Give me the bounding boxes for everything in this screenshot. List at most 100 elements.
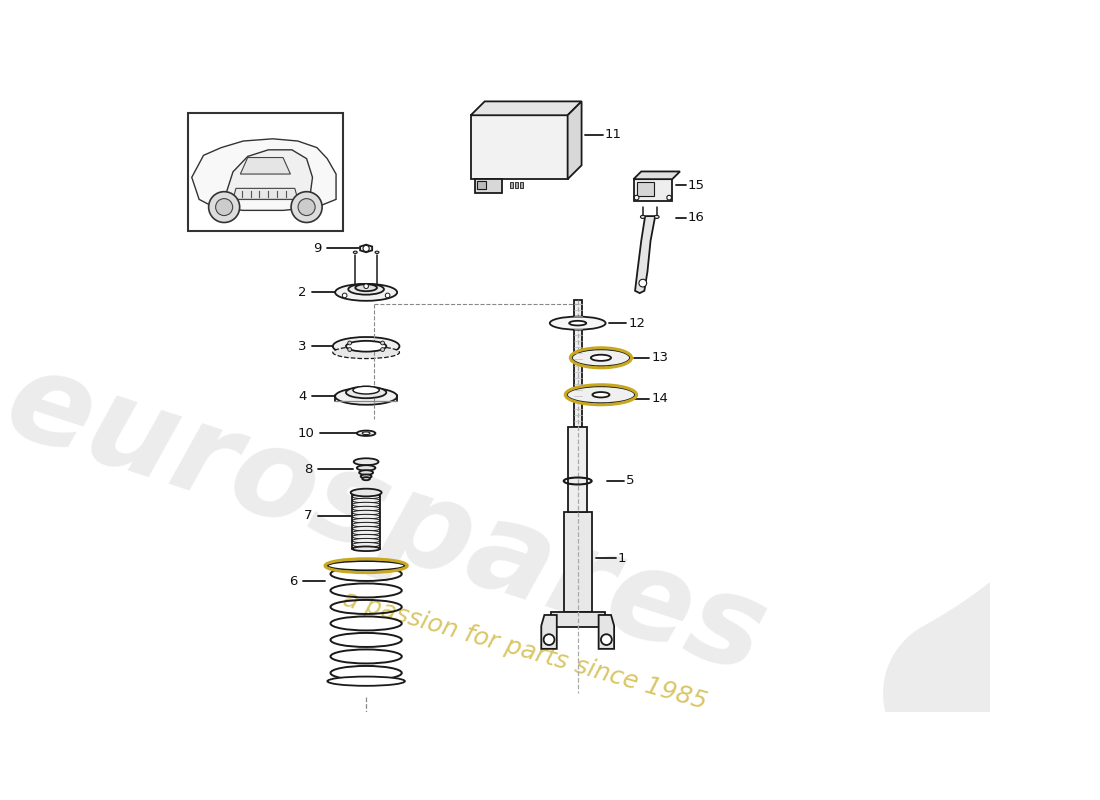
Ellipse shape xyxy=(359,470,373,475)
Ellipse shape xyxy=(346,341,386,352)
Ellipse shape xyxy=(572,350,630,366)
Polygon shape xyxy=(598,615,614,649)
Text: 3: 3 xyxy=(298,340,307,353)
Ellipse shape xyxy=(352,526,381,531)
Ellipse shape xyxy=(352,510,381,515)
Text: 14: 14 xyxy=(651,392,668,405)
Ellipse shape xyxy=(352,506,381,511)
Circle shape xyxy=(543,634,554,645)
Ellipse shape xyxy=(346,386,386,398)
Text: 10: 10 xyxy=(297,426,315,440)
Polygon shape xyxy=(191,139,337,210)
Ellipse shape xyxy=(356,466,375,470)
Circle shape xyxy=(364,284,368,289)
Ellipse shape xyxy=(352,498,381,503)
Circle shape xyxy=(348,347,352,351)
Circle shape xyxy=(635,195,639,200)
Ellipse shape xyxy=(361,474,372,478)
Ellipse shape xyxy=(352,538,381,543)
Ellipse shape xyxy=(362,432,370,434)
FancyBboxPatch shape xyxy=(634,179,672,201)
Ellipse shape xyxy=(591,354,611,361)
Ellipse shape xyxy=(569,321,586,326)
Ellipse shape xyxy=(351,489,382,496)
Circle shape xyxy=(209,192,240,222)
Ellipse shape xyxy=(566,386,635,403)
Ellipse shape xyxy=(375,251,378,254)
Circle shape xyxy=(381,341,385,345)
Polygon shape xyxy=(224,150,312,199)
Polygon shape xyxy=(471,102,582,115)
Ellipse shape xyxy=(328,677,405,686)
Text: 13: 13 xyxy=(651,351,669,364)
Ellipse shape xyxy=(550,317,606,330)
Text: 9: 9 xyxy=(314,242,322,255)
Circle shape xyxy=(381,347,385,351)
FancyBboxPatch shape xyxy=(515,182,518,188)
Text: a passion for parts since 1985: a passion for parts since 1985 xyxy=(340,587,710,714)
Ellipse shape xyxy=(352,522,381,527)
FancyBboxPatch shape xyxy=(471,115,568,179)
Circle shape xyxy=(292,192,322,222)
Text: 11: 11 xyxy=(605,128,621,141)
Ellipse shape xyxy=(352,518,381,523)
Ellipse shape xyxy=(352,494,381,499)
Circle shape xyxy=(667,195,671,200)
Ellipse shape xyxy=(349,284,384,294)
Text: 1: 1 xyxy=(618,551,627,565)
FancyBboxPatch shape xyxy=(551,612,605,627)
Ellipse shape xyxy=(593,392,609,398)
Circle shape xyxy=(348,341,352,345)
FancyBboxPatch shape xyxy=(574,300,582,427)
Polygon shape xyxy=(568,102,582,179)
Ellipse shape xyxy=(333,337,399,355)
Ellipse shape xyxy=(354,458,378,466)
FancyBboxPatch shape xyxy=(520,182,524,188)
Text: 4: 4 xyxy=(298,390,307,403)
Polygon shape xyxy=(635,216,656,293)
FancyBboxPatch shape xyxy=(188,113,343,230)
Text: 2: 2 xyxy=(298,286,307,299)
Ellipse shape xyxy=(336,284,397,301)
Polygon shape xyxy=(634,171,680,179)
FancyBboxPatch shape xyxy=(477,182,486,189)
Circle shape xyxy=(601,634,612,645)
Text: 5: 5 xyxy=(626,474,635,487)
Text: 7: 7 xyxy=(304,509,312,522)
FancyBboxPatch shape xyxy=(474,179,502,193)
FancyBboxPatch shape xyxy=(563,512,592,612)
Ellipse shape xyxy=(353,386,380,394)
Circle shape xyxy=(216,198,233,215)
Ellipse shape xyxy=(352,490,381,495)
Circle shape xyxy=(639,279,647,287)
Ellipse shape xyxy=(333,346,399,358)
Polygon shape xyxy=(360,245,372,252)
Text: 12: 12 xyxy=(628,317,645,330)
Ellipse shape xyxy=(328,561,405,570)
Ellipse shape xyxy=(352,546,381,551)
Ellipse shape xyxy=(362,477,370,480)
Polygon shape xyxy=(240,158,290,174)
FancyBboxPatch shape xyxy=(509,182,513,188)
Ellipse shape xyxy=(336,388,397,405)
Ellipse shape xyxy=(352,534,381,539)
FancyBboxPatch shape xyxy=(637,182,654,196)
Polygon shape xyxy=(233,188,298,199)
Text: eurospares: eurospares xyxy=(0,340,780,699)
Ellipse shape xyxy=(654,215,659,218)
Text: 16: 16 xyxy=(688,211,705,224)
Ellipse shape xyxy=(640,215,645,218)
Ellipse shape xyxy=(355,284,377,291)
Text: 15: 15 xyxy=(688,179,705,192)
Text: 8: 8 xyxy=(305,463,312,476)
Ellipse shape xyxy=(352,502,381,507)
Ellipse shape xyxy=(352,542,381,547)
Ellipse shape xyxy=(352,514,381,519)
Text: 6: 6 xyxy=(289,574,297,587)
Ellipse shape xyxy=(356,430,375,436)
Ellipse shape xyxy=(352,530,381,535)
FancyBboxPatch shape xyxy=(569,427,587,512)
Circle shape xyxy=(385,293,389,298)
Circle shape xyxy=(363,246,370,251)
Polygon shape xyxy=(541,615,557,649)
